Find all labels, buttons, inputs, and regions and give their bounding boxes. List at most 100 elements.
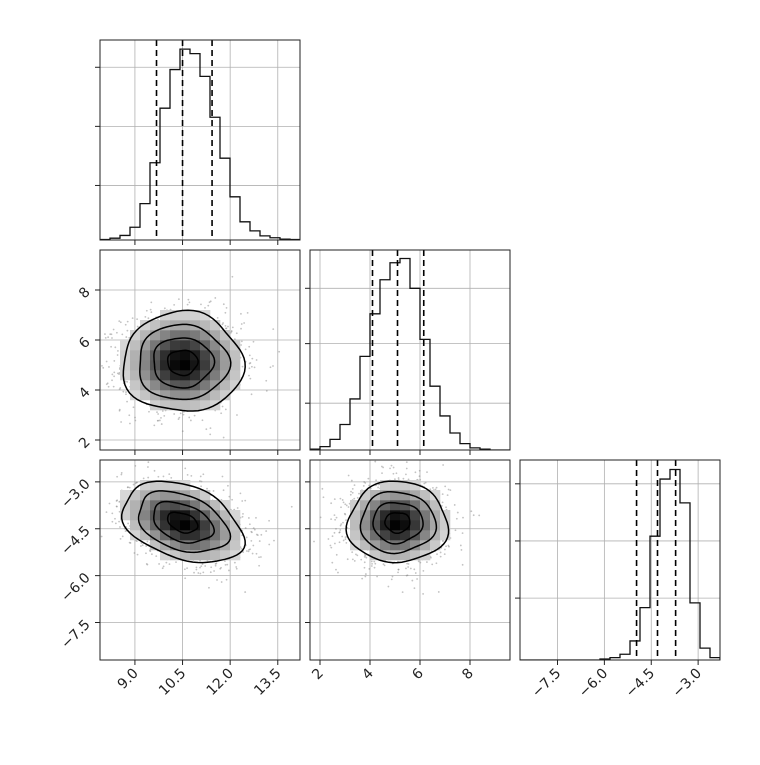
density-cell: [370, 520, 381, 531]
density-cell: [420, 530, 431, 541]
x-tick-label: −7.5: [529, 666, 564, 701]
sample-point: [240, 323, 243, 325]
density-cell: [350, 530, 361, 541]
sample-point: [193, 571, 195, 574]
sample-point: [350, 479, 353, 482]
density-cell: [130, 520, 141, 531]
sample-point: [462, 516, 464, 519]
sample-point: [235, 567, 238, 570]
sample-point: [414, 572, 417, 574]
sample-point: [241, 500, 244, 502]
sample-point: [114, 346, 117, 349]
contour-line: [384, 512, 411, 535]
sample-point: [459, 544, 462, 547]
sample-point: [445, 506, 447, 509]
sample-point: [377, 486, 379, 489]
x-tick-label: 10.5: [156, 666, 189, 699]
density-cell: [160, 400, 171, 411]
density-cell: [190, 390, 201, 401]
sample-point: [116, 499, 119, 502]
density-cell: [410, 520, 421, 531]
sample-point: [344, 538, 347, 541]
sample-point: [200, 480, 203, 483]
sample-point: [306, 552, 308, 554]
sample-point: [141, 544, 144, 547]
sample-point: [431, 563, 434, 566]
sample-point: [147, 466, 149, 468]
sample-point: [225, 327, 228, 330]
sample-point: [89, 496, 91, 498]
sample-point: [374, 460, 377, 463]
density-cell: [400, 520, 411, 531]
density-cell: [180, 360, 191, 371]
sample-point: [177, 298, 180, 301]
sample-point: [330, 502, 333, 505]
density-cell: [360, 500, 371, 511]
density-cell: [210, 370, 221, 381]
sample-point: [391, 575, 394, 578]
y-tick-label: −4.5: [58, 523, 93, 558]
sample-point: [342, 501, 345, 504]
density-cell: [130, 360, 141, 371]
density-cell: [420, 490, 431, 501]
sample-point: [100, 535, 103, 538]
sample-point: [345, 504, 348, 507]
sample-point: [147, 476, 150, 479]
sample-point: [446, 494, 449, 497]
density-cell: [420, 510, 431, 521]
sample-point: [407, 566, 410, 568]
sample-point: [258, 564, 261, 567]
sample-point: [394, 478, 396, 481]
sample-point: [101, 365, 103, 367]
density-cell: [200, 530, 211, 541]
y-tick-label: −6.0: [58, 570, 93, 605]
sample-point: [209, 433, 212, 436]
density-cell: [170, 480, 181, 491]
sample-point: [201, 419, 204, 422]
sample-point: [335, 553, 338, 556]
sample-point: [199, 480, 201, 482]
sample-point: [383, 564, 386, 567]
sample-point: [221, 475, 224, 478]
sample-point: [189, 419, 192, 422]
sample-point: [364, 575, 367, 578]
sample-point: [188, 301, 191, 304]
sample-point: [437, 591, 440, 593]
density-cell: [430, 540, 441, 551]
sample-point: [246, 311, 249, 314]
density-panel-1: 2 4 6 8: [76, 249, 301, 455]
sample-point: [225, 578, 228, 581]
density-cell: [190, 520, 201, 531]
sample-point: [120, 472, 123, 474]
sample-point: [147, 461, 150, 464]
sample-point: [333, 498, 336, 501]
sample-point: [253, 366, 256, 369]
density-cell: [160, 390, 171, 401]
sample-point: [330, 518, 333, 521]
density-cell: [190, 360, 201, 371]
contour-line: [153, 337, 216, 389]
density-cell: [220, 360, 231, 371]
sample-point: [148, 410, 150, 413]
density-cell: [410, 490, 421, 501]
density-cell: [190, 340, 201, 351]
sample-point: [390, 578, 393, 581]
density-cell: [160, 480, 171, 491]
density-cell: [150, 480, 161, 491]
density-cell: [210, 500, 221, 511]
density-cell: [190, 530, 201, 541]
density-cell: [170, 350, 181, 361]
sample-point: [104, 336, 107, 339]
sample-point: [341, 535, 344, 538]
sample-point: [334, 542, 336, 545]
sample-point: [278, 350, 281, 353]
sample-point: [382, 563, 385, 566]
density-cell: [160, 360, 171, 371]
sample-point: [255, 533, 258, 536]
sample-point: [344, 536, 347, 539]
sample-point: [440, 504, 443, 507]
density-cell: [170, 520, 181, 531]
sample-point: [249, 548, 251, 551]
sample-point: [128, 336, 131, 339]
